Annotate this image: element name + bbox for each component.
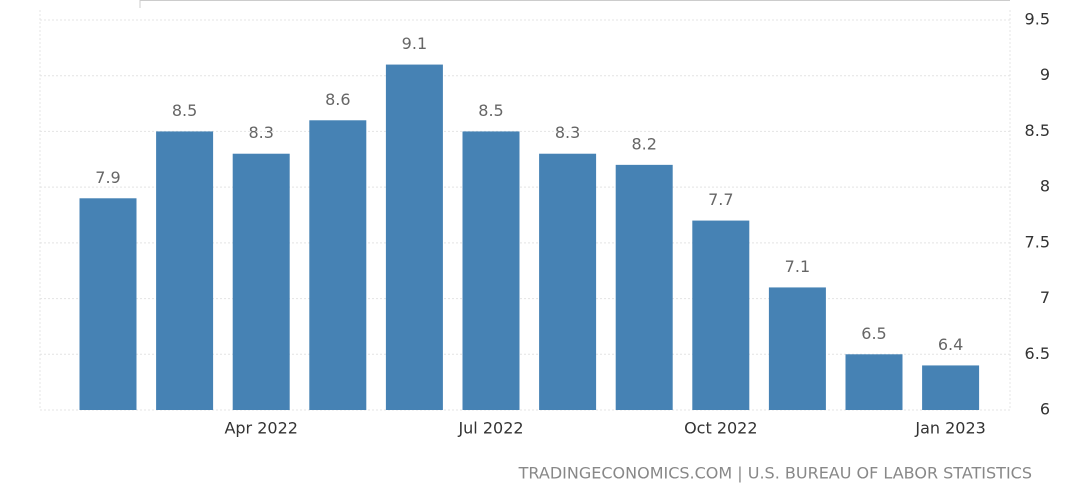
y-tick-label: 7 bbox=[1040, 288, 1050, 307]
value-label: 8.5 bbox=[478, 101, 503, 120]
value-label: 7.7 bbox=[708, 190, 733, 209]
y-tick-label: 8.5 bbox=[1025, 121, 1050, 140]
bar bbox=[692, 220, 750, 410]
bar bbox=[309, 120, 367, 411]
x-tick-label: Apr 2022 bbox=[224, 419, 297, 438]
bar bbox=[385, 64, 443, 411]
y-tick-label: 6 bbox=[1040, 400, 1050, 419]
source: TRADINGECONOMICS.COM | U.S. BUREAU OF LA… bbox=[518, 464, 1032, 483]
bar bbox=[79, 198, 137, 410]
y-tick-label: 6.5 bbox=[1025, 344, 1050, 363]
value-label: 8.2 bbox=[631, 134, 656, 153]
y-tick-label: 9 bbox=[1040, 65, 1050, 84]
bar bbox=[462, 131, 520, 410]
bar bbox=[156, 131, 214, 410]
bar bbox=[768, 287, 826, 410]
value-label: 7.1 bbox=[785, 257, 810, 276]
x-tick-label: Jul 2022 bbox=[457, 419, 523, 438]
value-label: 6.4 bbox=[938, 335, 963, 354]
value-label: 8.5 bbox=[172, 101, 197, 120]
value-label: 9.1 bbox=[402, 34, 427, 53]
bar bbox=[232, 153, 290, 410]
x-tick-label: Oct 2022 bbox=[684, 419, 757, 438]
x-tick-label: Jan 2023 bbox=[914, 419, 985, 438]
y-tick-label: 7.5 bbox=[1025, 232, 1050, 251]
y-tick-label: 9.5 bbox=[1025, 10, 1050, 29]
value-label: 8.3 bbox=[555, 123, 580, 142]
bar bbox=[539, 153, 597, 410]
value-label: 8.3 bbox=[248, 123, 273, 142]
value-label: 8.6 bbox=[325, 90, 350, 109]
value-label: 6.5 bbox=[861, 324, 886, 343]
y-tick-label: 8 bbox=[1040, 177, 1050, 196]
bar bbox=[845, 354, 903, 410]
value-label: 7.9 bbox=[95, 168, 120, 187]
bar bbox=[615, 164, 673, 410]
bar bbox=[922, 365, 980, 410]
